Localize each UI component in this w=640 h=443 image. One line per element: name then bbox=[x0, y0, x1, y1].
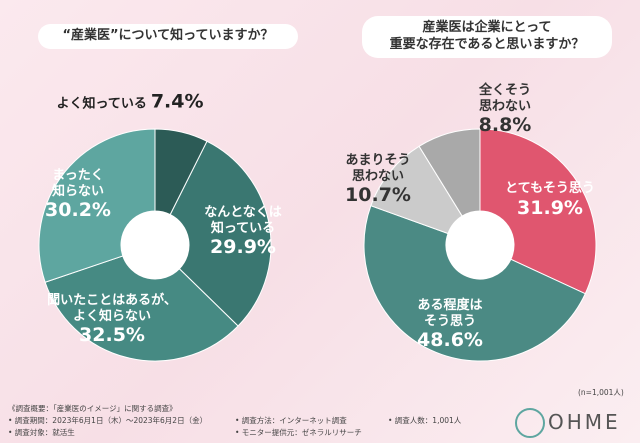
slice-label: なんとなくは 知っている 29.9% bbox=[204, 205, 282, 259]
category-label: あまりそう 思わない bbox=[345, 153, 411, 184]
donut-hole bbox=[446, 211, 514, 279]
footer-note: • モニター提供元：ゼネラルリサーチ bbox=[235, 428, 362, 437]
donut-slice bbox=[418, 128, 481, 217]
category-label: 聞いたことはあるが、 よく知らない bbox=[47, 293, 177, 324]
footer-note: • 調査方法：インターネット調査 bbox=[235, 416, 347, 425]
slice-label: ある程度は そう思う 48.6% bbox=[417, 298, 483, 352]
category-label: まったく 知らない bbox=[51, 168, 105, 199]
chart-title: “産業医”について知っていますか？ bbox=[38, 24, 298, 49]
footer-note: • 調査対象：就活生 bbox=[8, 428, 75, 437]
category-label: なんとなくは 知っている bbox=[204, 205, 282, 236]
value-label: 29.9% bbox=[210, 236, 276, 259]
category-label: とてもそう思う bbox=[505, 180, 595, 196]
slice-label: まったく 知らない 30.2% bbox=[45, 168, 111, 222]
category-label: ある程度は そう思う bbox=[417, 298, 483, 329]
value-label: 10.7% bbox=[345, 184, 411, 207]
value-label: 31.9% bbox=[517, 196, 583, 219]
value-label: 30.2% bbox=[45, 199, 111, 222]
slice-label: あまりそう 思わない 10.7% bbox=[345, 153, 411, 207]
chart-title: 産業医は企業にとって 重要な存在であると思いますか？ bbox=[362, 16, 612, 58]
sample-note: (n=1,001人) bbox=[578, 388, 624, 397]
donut-slice bbox=[44, 255, 239, 362]
slice-label: とてもそう思う 31.9% bbox=[505, 181, 595, 219]
category-label: よく知っている bbox=[56, 96, 147, 112]
slice-label: よく知っている 7.4% bbox=[56, 91, 203, 114]
brand-name: OHME bbox=[548, 410, 621, 434]
slice-label: 全くそう 思わない 8.8% bbox=[479, 83, 532, 137]
category-label: 全くそう 思わない bbox=[478, 83, 532, 114]
footer-note: 《調査概要：「産業医のイメージ」に関する調査》 bbox=[8, 404, 177, 413]
value-label: 32.5% bbox=[79, 324, 145, 347]
slice-label: 聞いたことはあるが、 よく知らない 32.5% bbox=[47, 293, 177, 347]
footer-note: • 調査人数：1,001人 bbox=[388, 416, 462, 425]
donut-hole bbox=[121, 211, 189, 279]
footer-note: • 調査期間：2023年6月1日（木）～2023年6月2日（金） bbox=[8, 416, 208, 425]
value-label: 48.6% bbox=[417, 329, 483, 352]
value-label: 8.8% bbox=[478, 114, 532, 137]
brand-logo bbox=[515, 408, 545, 438]
value-label: 7.4% bbox=[150, 90, 204, 113]
